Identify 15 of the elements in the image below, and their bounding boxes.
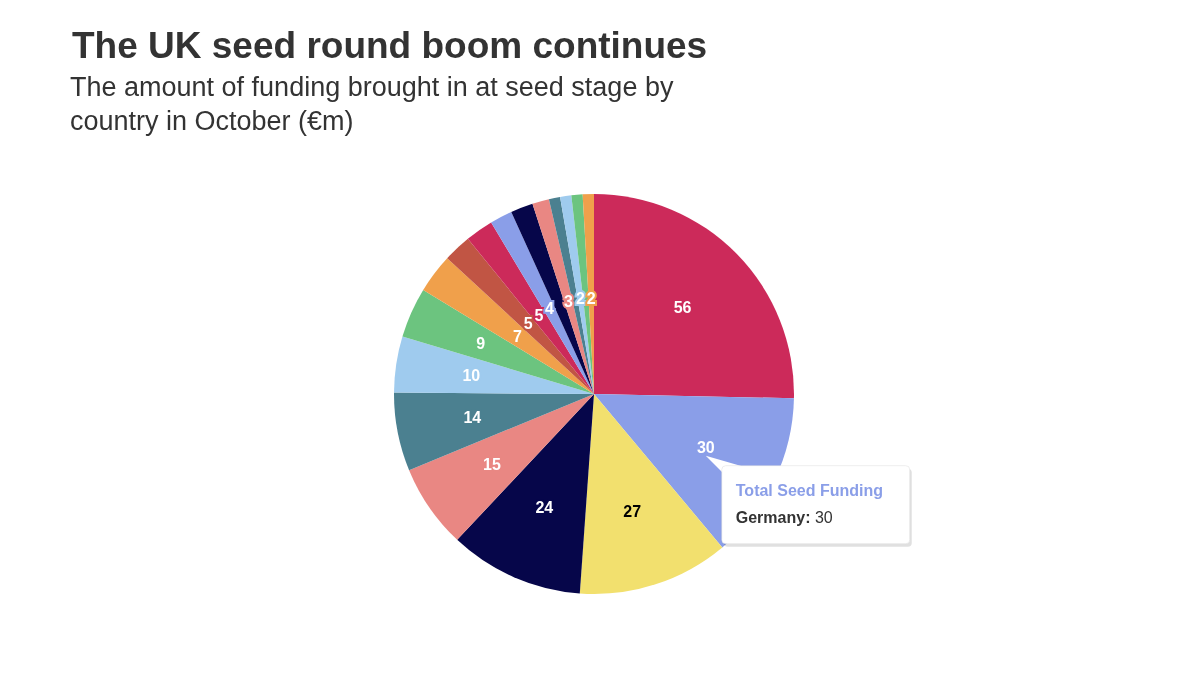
data-label: 5 xyxy=(523,315,533,333)
data-label: 27 xyxy=(623,503,642,521)
data-label: 56 xyxy=(673,298,692,316)
data-label: 7 xyxy=(512,327,522,345)
data-label: 10 xyxy=(462,367,481,385)
data-label: 4 xyxy=(544,300,554,318)
data-label: 30 xyxy=(696,439,715,457)
data-label: 9 xyxy=(476,335,486,353)
chart-title: The UK seed round boom continues xyxy=(72,25,708,66)
chart-subtitle: The amount of funding brought in at seed stage by country in October (€m) xyxy=(70,71,675,138)
data-label: 3 xyxy=(563,292,573,310)
data-label: 5 xyxy=(534,306,544,324)
data-label: 15 xyxy=(483,455,501,473)
data-label: 24 xyxy=(535,499,554,517)
data-label: 14 xyxy=(463,409,482,427)
